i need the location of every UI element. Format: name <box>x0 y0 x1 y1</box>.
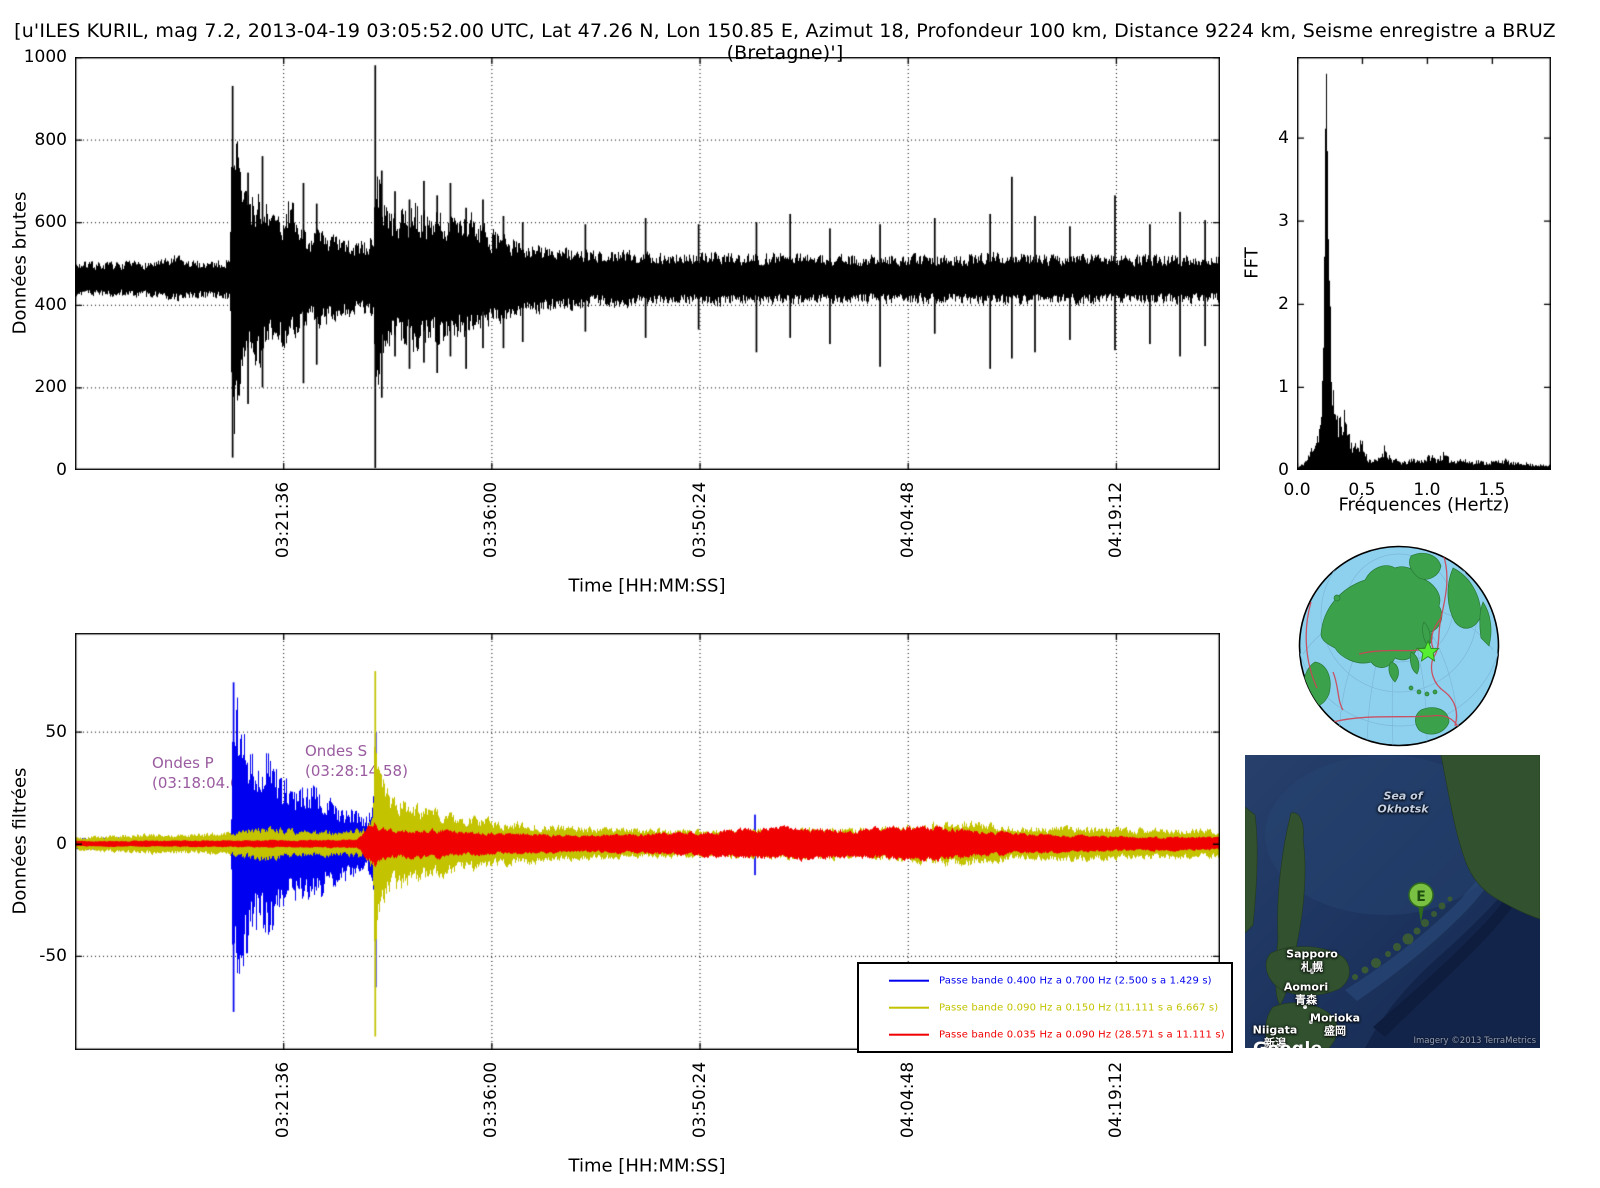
fft-y-tick-label: 4 <box>1278 127 1289 148</box>
fft-spectrum-canvas <box>1297 57 1551 470</box>
fft-y-tick-label: 3 <box>1278 210 1289 231</box>
globe-inset <box>1298 545 1500 747</box>
fft-y-tick-label: 1 <box>1278 376 1289 397</box>
filtered-y-tick-label: 0 <box>56 833 67 854</box>
google-logo: Google <box>1253 1039 1323 1048</box>
fft-xlabel: Fréquences (Hertz) <box>1338 494 1510 516</box>
legend-line-blue <box>889 979 929 982</box>
filtered-xlabel: Time [HH:MM:SS] <box>568 1155 726 1177</box>
legend-label-blue: Passe bande 0.400 Hz a 0.700 Hz (2.500 s… <box>939 975 1212 986</box>
raw-y-tick-label: 0 <box>56 460 67 480</box>
legend-line-yellow <box>889 1006 929 1009</box>
map-trench <box>1373 867 1535 1037</box>
legend-row-red: Passe bande 0.035 Hz a 0.090 Hz (28.571 … <box>859 1021 1231 1048</box>
city-label-sapporo: Sapporo 札幌 <box>1286 947 1338 973</box>
raw-y-tick-label: 600 <box>34 212 67 233</box>
legend-label-yellow: Passe bande 0.090 Hz a 0.150 Hz (11.111 … <box>939 1002 1219 1013</box>
raw-xlabel: Time [HH:MM:SS] <box>568 575 726 597</box>
filtered-x-tick-label: 04:04:48 <box>897 1061 918 1139</box>
raw-ylabel: Données brutes <box>9 191 31 335</box>
satellite-map-inset: E Sea of Okhotsk Sapporo 札幌 Aomori 青森 Morio… <box>1245 755 1540 1048</box>
fft-y-tick-label: 2 <box>1278 293 1289 314</box>
raw-y-tick-label: 200 <box>34 377 67 398</box>
map-city-dots <box>1303 970 1314 1024</box>
city-label-morioka: Morioka 盛岡 <box>1310 1011 1360 1037</box>
filtered-x-tick-label: 03:21:36 <box>273 1061 294 1139</box>
epicenter-star-icon <box>1416 639 1440 662</box>
map-land <box>1245 755 1540 1048</box>
map-kuril-islands <box>1352 896 1453 980</box>
filtered-x-tick-label: 03:36:00 <box>481 1061 502 1139</box>
raw-y-tick-label: 800 <box>34 129 67 150</box>
satellite-map-art: E <box>1245 755 1540 1048</box>
fft-x-tick-label: 1.0 <box>1413 480 1441 500</box>
city-label-niigata: Niigata 新潟 <box>1252 1023 1298 1048</box>
legend-label-red: Passe bande 0.035 Hz a 0.090 Hz (28.571 … <box>939 1029 1225 1040</box>
fft-ylabel: FFT <box>1241 247 1263 279</box>
filtered-x-tick-label: 03:50:24 <box>689 1061 710 1139</box>
filtered-y-tick-label: -50 <box>39 945 67 966</box>
raw-x-tick-label: 03:21:36 <box>273 481 294 559</box>
filtered-x-tick-label: 04:19:12 <box>1105 1061 1126 1139</box>
filtered-ylabel: Données filtrées <box>9 767 31 915</box>
fft-x-tick-label: 0.5 <box>1348 480 1376 500</box>
raw-waveform-canvas <box>75 57 1220 470</box>
pin-letter: E <box>1416 889 1426 905</box>
sea-of-okhotsk-label: Sea of Okhotsk <box>1377 789 1429 815</box>
raw-x-tick-label: 03:36:00 <box>481 481 502 559</box>
fft-x-tick-label: 0.0 <box>1283 480 1311 500</box>
fft-y-tick-label: 0 <box>1278 460 1289 480</box>
city-label-aomori: Aomori 青森 <box>1283 980 1329 1006</box>
raw-x-tick-label: 04:04:48 <box>897 481 918 559</box>
legend-line-red <box>889 1033 929 1036</box>
filtered-y-tick-label: 50 <box>45 721 67 742</box>
legend-row-blue: Passe bande 0.400 Hz a 0.700 Hz (2.500 s… <box>859 967 1231 994</box>
legend-row-yellow: Passe bande 0.090 Hz a 0.150 Hz (11.111 … <box>859 994 1231 1021</box>
raw-x-tick-label: 03:50:24 <box>689 481 710 559</box>
location-pin: E <box>1408 882 1434 923</box>
map-attribution: Imagery ©2013 TerraMetrics <box>1413 1036 1536 1046</box>
raw-x-tick-label: 04:19:12 <box>1105 481 1126 559</box>
raw-y-tick-label: 400 <box>34 294 67 315</box>
fft-x-tick-label: 1.5 <box>1478 480 1506 500</box>
filter-legend: Passe bande 0.400 Hz a 0.700 Hz (2.500 s… <box>857 962 1233 1053</box>
raw-y-tick-label: 1000 <box>23 47 67 67</box>
